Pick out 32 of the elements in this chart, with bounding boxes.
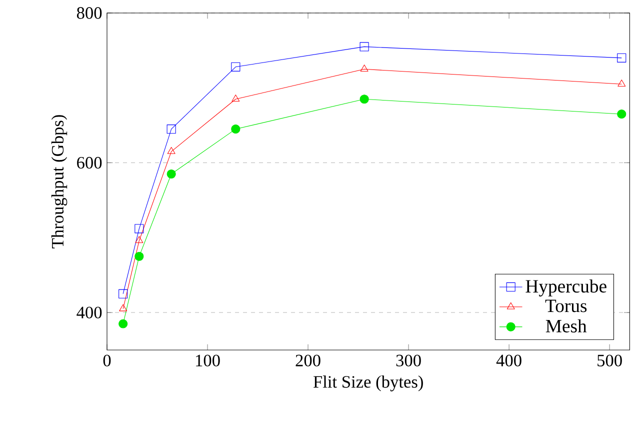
point bbox=[617, 53, 626, 62]
point bbox=[166, 169, 176, 179]
y-tick-label: 600 bbox=[77, 156, 102, 169]
point bbox=[166, 124, 176, 134]
x-axis-title: Flit Size (bytes) bbox=[313, 376, 423, 392]
x-tick-label: 100 bbox=[196, 354, 220, 366]
x-tick-label: 500 bbox=[598, 354, 622, 366]
point bbox=[617, 110, 626, 119]
point bbox=[231, 62, 240, 72]
point bbox=[360, 94, 369, 104]
point bbox=[232, 94, 240, 102]
legend-label: Hypercube bbox=[526, 279, 606, 296]
point bbox=[618, 80, 626, 87]
point bbox=[360, 64, 368, 72]
x-tick-label: 200 bbox=[296, 354, 320, 366]
point bbox=[231, 124, 240, 134]
y-axis-title: Throughput (Gbps) bbox=[51, 115, 68, 248]
point bbox=[118, 289, 128, 298]
point bbox=[119, 304, 128, 312]
x-tick-label: 300 bbox=[396, 354, 421, 366]
legend-label: Torus bbox=[545, 300, 587, 312]
y-tick-label: 800 bbox=[76, 7, 102, 19]
y-tick-label: 400 bbox=[76, 306, 102, 318]
point bbox=[135, 236, 144, 244]
x-tick-label: 400 bbox=[496, 354, 522, 366]
point bbox=[167, 147, 176, 154]
point bbox=[134, 252, 144, 261]
point bbox=[360, 42, 369, 52]
x-tick-label: 0 bbox=[103, 354, 111, 366]
point bbox=[118, 319, 128, 328]
point bbox=[134, 224, 144, 234]
legend-label: Mesh bbox=[546, 319, 587, 332]
